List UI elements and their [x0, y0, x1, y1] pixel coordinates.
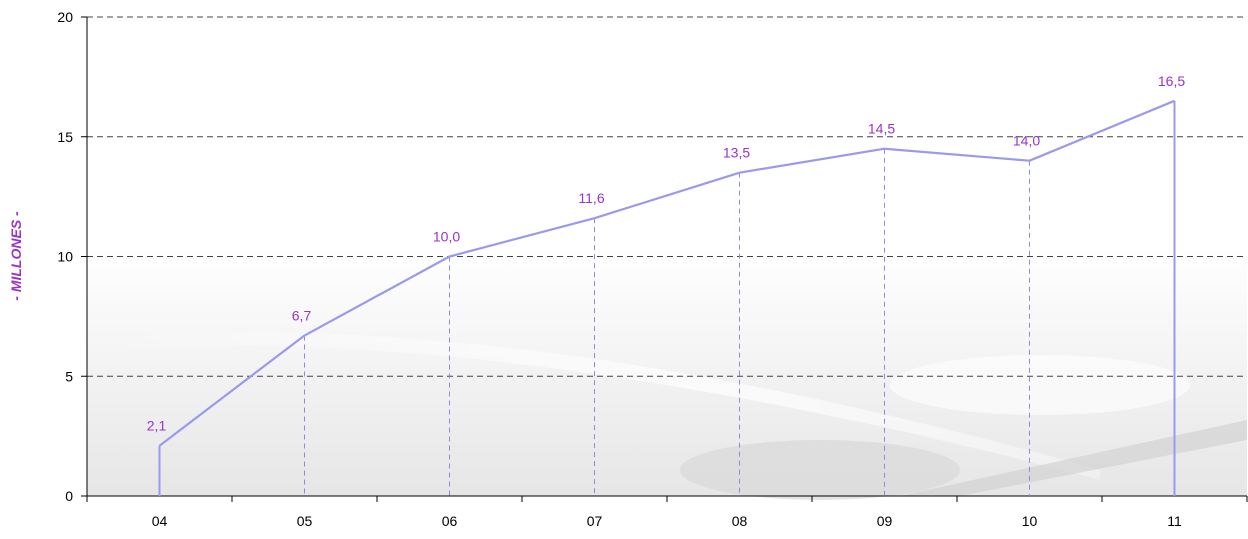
- x-tick-label-04: 04: [152, 513, 168, 529]
- y-tick-label-5: 5: [65, 368, 73, 384]
- x-tick-label-05: 05: [297, 513, 313, 529]
- y-tick-label-10: 10: [57, 249, 73, 265]
- y-tick-label-0: 0: [65, 488, 73, 504]
- data-label-06: 10,0: [433, 229, 460, 245]
- data-label-07: 11,6: [578, 190, 604, 206]
- data-label-09: 14,5: [868, 121, 895, 137]
- y-tick-label-15: 15: [57, 129, 73, 145]
- x-tick-labels: 04 05 06 07 08 09 10 11: [152, 513, 1182, 529]
- x-tick-label-10: 10: [1022, 513, 1038, 529]
- data-label-08: 13,5: [723, 145, 750, 161]
- y-tick-labels: 0 5 10 15 20: [57, 9, 73, 504]
- data-labels: 2,1 6,7 10,0 11,6 13,5 14,5 14,0 16,5: [147, 73, 1186, 434]
- grid-lines: [87, 16, 1247, 377]
- y-axis-label: - MILLONES -: [8, 211, 24, 301]
- series-line-group: [158, 99, 1175, 447]
- x-tick-label-11: 11: [1167, 513, 1182, 529]
- drop-lines: [158, 100, 1176, 496]
- x-tick-label-07: 07: [587, 513, 603, 529]
- series-line: [158, 99, 1175, 447]
- x-tick-label-08: 08: [732, 513, 748, 529]
- data-label-05: 6,7: [292, 308, 312, 324]
- data-label-10: 14,0: [1013, 133, 1040, 149]
- data-label-04: 2,1: [147, 418, 167, 434]
- axes: [81, 16, 1248, 502]
- y-tick-label-20: 20: [57, 9, 73, 25]
- data-label-11: 16,5: [1158, 73, 1185, 89]
- background-watermark: [87, 250, 1247, 500]
- x-tick-label-09: 09: [877, 513, 893, 529]
- x-tick-label-06: 06: [442, 513, 458, 529]
